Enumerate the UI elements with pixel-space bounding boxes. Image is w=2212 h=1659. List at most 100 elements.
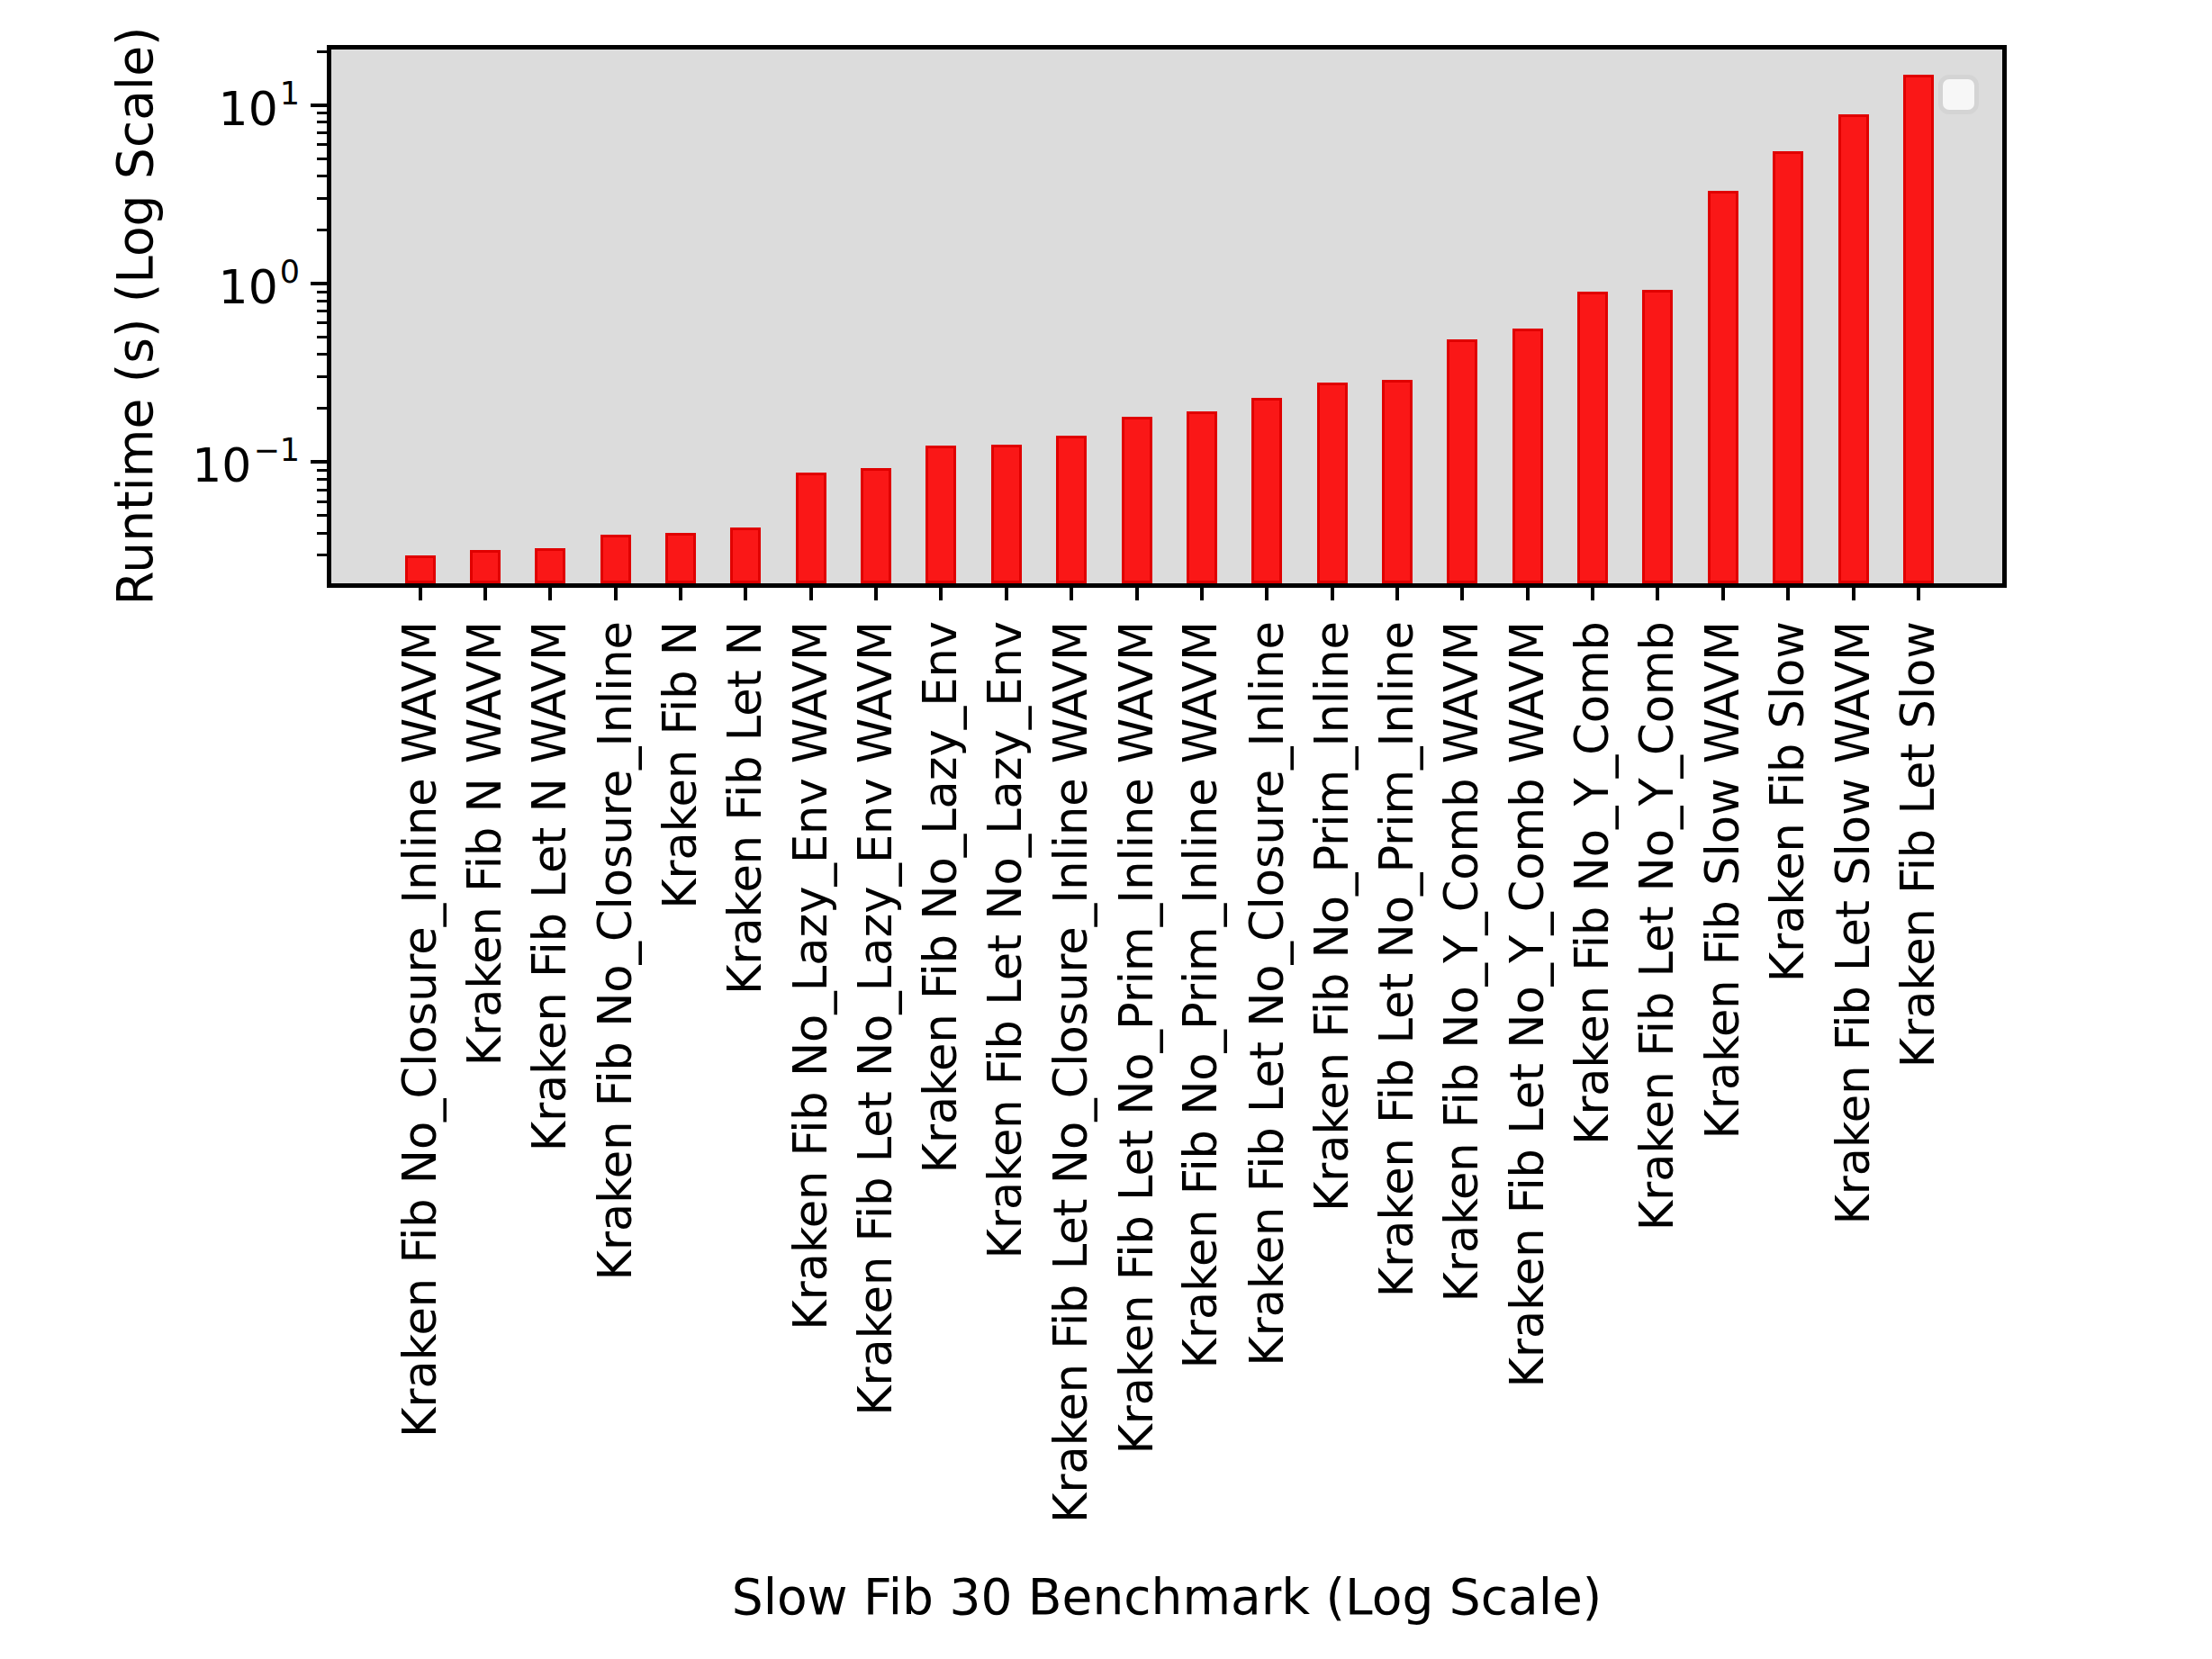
x-tick: [1200, 586, 1204, 600]
x-tick: [1656, 586, 1659, 600]
x-tick: [939, 586, 943, 600]
bar: [1903, 75, 1934, 583]
x-tick: [483, 586, 487, 600]
x-tick: [1721, 586, 1725, 600]
y-minor-tick: [317, 121, 327, 123]
x-tick: [744, 586, 747, 600]
bar: [925, 446, 956, 583]
chart-layer: 101 100 10−1 Kraken Fib No_Closure_Inline W…: [0, 0, 2212, 1659]
bar: [1577, 292, 1608, 583]
x-tick-label: Kraken Fib No_Y_Comb WAVM: [1434, 621, 1490, 1302]
y-tick-label: 100: [219, 252, 300, 310]
x-tick-label: Kraken Fib No_Lazy_Env WAVM: [783, 621, 839, 1330]
x-tick: [614, 586, 618, 600]
x-tick: [419, 586, 422, 600]
x-tick: [809, 586, 813, 600]
x-tick-label: Kraken Fib Let Slow: [1891, 621, 1946, 1068]
x-tick: [548, 586, 552, 600]
y-minor-tick: [317, 50, 327, 53]
x-tick: [1460, 586, 1464, 600]
bar: [405, 555, 436, 583]
bar: [665, 533, 696, 583]
x-tick-label: Kraken Fib No_Prim_Inline: [1305, 621, 1360, 1212]
y-minor-tick: [317, 469, 327, 472]
y-minor-tick: [317, 131, 327, 134]
x-tick-label: Kraken Fib No_Closure_Inline WAVM: [393, 621, 448, 1438]
x-tick-label: Kraken Fib No_Closure_Inline: [588, 621, 644, 1281]
y-minor-tick: [317, 353, 327, 356]
y-minor-tick: [317, 112, 327, 114]
x-tick-label: Kraken Fib Let No_Y_Comb: [1630, 621, 1685, 1231]
bar: [600, 535, 631, 583]
x-axis-label: Slow Fib 30 Benchmark (Log Scale): [732, 1568, 1602, 1626]
x-tick-label: Kraken Fib Slow: [1760, 621, 1816, 982]
x-tick-label: Kraken Fib Let Slow WAVM: [1826, 621, 1882, 1225]
x-tick-label: Kraken Fib Let N: [718, 621, 773, 995]
x-tick: [1852, 586, 1855, 600]
bar: [1642, 290, 1673, 583]
bar: [730, 527, 761, 583]
y-minor-tick: [317, 554, 327, 556]
x-tick: [1265, 586, 1269, 600]
y-minor-tick: [317, 407, 327, 410]
x-tick-label: Kraken Fib N WAVM: [457, 621, 513, 1066]
y-axis-label: Runtime (s) (Log Scale): [106, 27, 164, 606]
bar: [1317, 383, 1348, 583]
x-tick: [1070, 586, 1073, 600]
y-minor-tick: [317, 197, 327, 200]
x-tick-label: Kraken Fib No_Prim_Inline WAVM: [1174, 621, 1230, 1368]
y-tick-label: 101: [219, 74, 300, 131]
figure: 101 100 10−1 Kraken Fib No_Closure_Inline W…: [0, 0, 2212, 1659]
y-minor-tick: [317, 175, 327, 177]
y-minor-tick: [317, 489, 327, 491]
x-tick-label: Kraken Fib Let No_Prim_Inline WAVM: [1109, 621, 1165, 1455]
x-tick: [1786, 586, 1790, 600]
x-tick: [1917, 586, 1920, 600]
x-tick: [874, 586, 878, 600]
bar: [991, 445, 1022, 583]
y-tick-label: 10−1: [192, 431, 300, 489]
y-minor-tick: [317, 291, 327, 293]
x-tick-label: Kraken Fib Slow WAVM: [1695, 621, 1751, 1140]
x-tick: [1395, 586, 1399, 600]
x-tick-label: Kraken Fib Let No_Prim_Inline: [1369, 621, 1425, 1297]
x-tick: [679, 586, 682, 600]
bar: [861, 468, 891, 583]
x-tick-label: Kraken Fib Let No_Y_Comb WAVM: [1500, 621, 1556, 1388]
bar: [535, 548, 565, 583]
x-tick-label: Kraken Fib Let No_Lazy_Env WAVM: [848, 621, 904, 1416]
bar: [796, 473, 826, 583]
x-tick-label: Kraken Fib Let No_Lazy_Env: [979, 621, 1034, 1258]
y-minor-tick: [317, 310, 327, 312]
x-tick: [1526, 586, 1530, 600]
bar: [1122, 417, 1152, 583]
bar: [1512, 329, 1543, 583]
bar: [1187, 411, 1217, 583]
y-minor-tick: [317, 300, 327, 302]
y-minor-tick: [317, 478, 327, 481]
x-tick-label: Kraken Fib Let N WAVM: [522, 621, 578, 1151]
y-minor-tick: [317, 158, 327, 160]
bar: [1447, 339, 1477, 583]
y-minor-tick: [317, 321, 327, 324]
x-tick-label: Kraken Fib No_Lazy_Env: [913, 621, 969, 1173]
x-tick-label: Kraken Fib Let No_Closure_Inline WAVM: [1043, 621, 1099, 1523]
y-minor-tick: [317, 375, 327, 378]
y-minor-tick: [317, 514, 327, 517]
x-tick: [1331, 586, 1334, 600]
bar: [1382, 380, 1413, 583]
x-tick-label: Kraken Fib N: [653, 621, 709, 909]
y-major-tick: [311, 460, 327, 464]
legend-box: [1938, 75, 1979, 114]
y-major-tick: [311, 104, 327, 107]
y-minor-tick: [317, 532, 327, 535]
y-minor-tick: [317, 500, 327, 503]
x-tick: [1005, 586, 1008, 600]
bar: [1838, 114, 1869, 583]
y-minor-tick: [317, 143, 327, 146]
x-tick: [1135, 586, 1139, 600]
bar: [1708, 191, 1738, 583]
bar: [1251, 398, 1282, 583]
bar: [470, 550, 501, 583]
y-minor-tick: [317, 229, 327, 231]
